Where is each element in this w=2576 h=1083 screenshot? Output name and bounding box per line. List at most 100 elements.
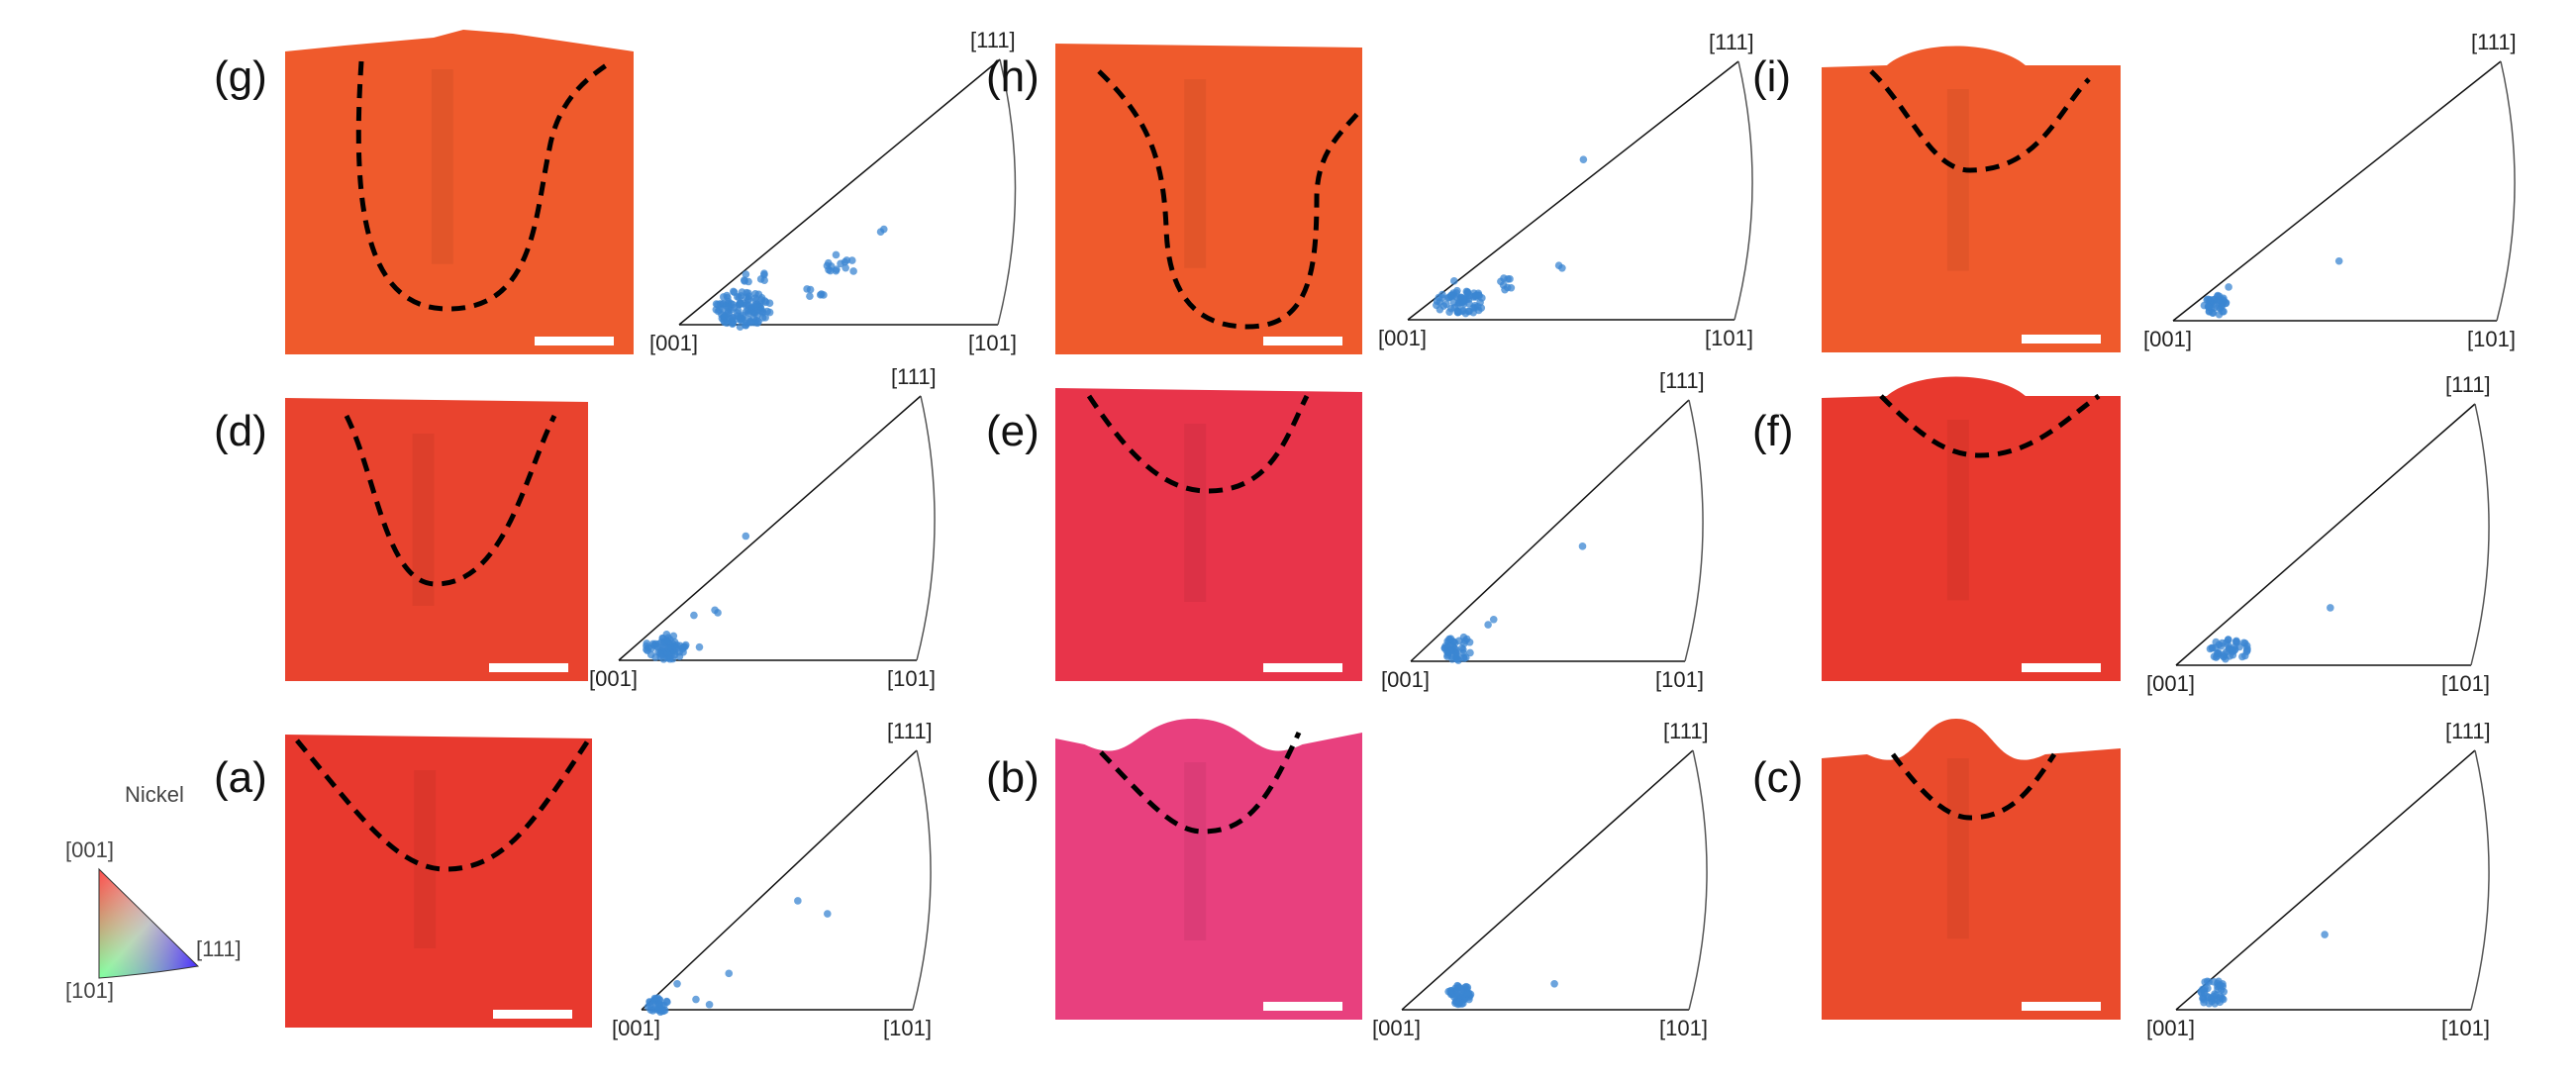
ipf-point: [1452, 289, 1461, 297]
ipf-label-101: [101]: [883, 1016, 932, 1040]
ipf-point: [1442, 300, 1450, 309]
scale-bar: [2022, 1002, 2101, 1011]
ipf-point: [1458, 307, 1467, 316]
ipf-point: [2226, 652, 2234, 660]
panel-label: (b): [986, 753, 1040, 802]
melt-pool-boundary: [1086, 394, 1310, 494]
ipf-point: [2214, 649, 2223, 657]
orientation-map: [1055, 719, 1362, 1020]
panel-label: (f): [1752, 407, 1794, 455]
ipf-point: [1450, 277, 1458, 285]
ipf-point: [1489, 615, 1498, 624]
panel-label: (h): [986, 52, 1040, 101]
orientation-map: [1822, 719, 2121, 1020]
ipf-point: [655, 1004, 664, 1013]
inverse-pole-figure: [001] [101] [111]: [649, 28, 1017, 355]
orientation-map: [1055, 44, 1362, 354]
ipf-point: [1459, 294, 1468, 303]
ipf-label-001: [001]: [612, 1016, 660, 1040]
orientation-map: [285, 735, 592, 1028]
ipf-point: [2214, 291, 2222, 300]
ipf-label-001: [001]: [1378, 326, 1427, 350]
ipf-point: [2218, 639, 2227, 647]
orientation-map-fill: [1055, 719, 1362, 1020]
inverse-pole-figure: [001] [101] [111]: [1378, 30, 1754, 350]
orientation-map: [285, 398, 588, 681]
ipf-point: [1438, 294, 1446, 302]
melt-pool-boundary: [1099, 731, 1302, 835]
ipf-arc-edge: [2496, 60, 2516, 322]
ipf-label-101: [101]: [1705, 326, 1753, 350]
ipf-point: [760, 276, 768, 285]
ipf-arc-edge: [912, 749, 932, 1011]
ipf-label-101: [101]: [968, 331, 1017, 355]
ipf-point: [760, 270, 768, 279]
melt-pool-boundary: [295, 733, 595, 872]
ipf-arc-edge: [1734, 60, 1753, 321]
inverse-pole-figure: [001] [101] [111]: [2146, 719, 2491, 1040]
ipf-point: [742, 270, 750, 278]
ipf-point: [1443, 652, 1451, 660]
ipf-point: [1504, 275, 1512, 283]
ipf-point: [743, 296, 752, 305]
ipf-point: [736, 300, 744, 309]
ipf-point: [695, 642, 704, 651]
orientation-map-fill: [1822, 46, 2121, 352]
ipf-arc-edge: [2470, 749, 2490, 1011]
ipf-point: [1497, 277, 1505, 286]
ipf-point: [824, 910, 832, 918]
ipf-point: [2243, 646, 2251, 654]
ipf-arc-edge: [1684, 399, 1704, 662]
color-key-legend: Nickel [001] [101] [111]: [65, 782, 242, 1003]
ipf-point: [2239, 639, 2248, 647]
legend-corner-101: [101]: [65, 978, 114, 1003]
melt-pool-boundary: [1869, 69, 2091, 173]
ipf-point: [692, 995, 700, 1004]
panel-g: (g) [001] [101] [111]: [214, 28, 1017, 355]
ipf-point: [728, 314, 737, 323]
ipf-point: [761, 314, 769, 322]
ipf-point: [2208, 643, 2217, 652]
ipf-point: [2220, 297, 2229, 305]
scale-bar: [1263, 337, 1342, 345]
map-streak: [431, 69, 453, 264]
scale-bar: [1263, 663, 1342, 672]
ipf-arc-edge: [1688, 749, 1708, 1011]
ipf-diagonal-edge: [2172, 60, 2502, 322]
ipf-point: [673, 980, 681, 988]
panel-b: (b) [001] [101] [111]: [986, 719, 1709, 1040]
ipf-point: [744, 289, 752, 297]
ipf-diagonal-edge: [2175, 403, 2476, 666]
panel-label: (a): [214, 753, 267, 802]
panels-container: (g)[001] [101][111](h)[001] [101][111](i)[…: [214, 28, 2517, 1040]
ipf-label-101: [101]: [1659, 1016, 1708, 1040]
ipf-point: [2220, 995, 2228, 1004]
ipf-point: [1449, 298, 1458, 307]
panel-d: (d) [001] [101] [111]: [214, 364, 937, 691]
ipf-point: [1558, 264, 1566, 272]
panel-label: (c): [1752, 753, 1803, 802]
ipf-diagonal-edge: [2175, 749, 2476, 1011]
scale-bar: [2022, 335, 2101, 344]
ipf-point: [2238, 652, 2246, 661]
ipf-label-101: [101]: [1655, 667, 1704, 692]
ipf-arc-edge: [2470, 403, 2490, 666]
ipf-point: [653, 994, 662, 1002]
ipf-point: [880, 225, 888, 234]
ipf-point: [2201, 984, 2209, 993]
ipf-label-001: [001]: [649, 331, 698, 355]
ipf-diagonal-edge: [1401, 749, 1694, 1011]
ipf-label-001: [001]: [2146, 1016, 2195, 1040]
ipf-label-111: [111]: [1659, 368, 1705, 393]
ipf-point: [1445, 635, 1453, 643]
panel-i: (i) [001] [101] [111]: [1752, 30, 2517, 352]
ipf-point: [668, 640, 677, 647]
ipf-point: [763, 307, 771, 316]
ipf-point: [690, 611, 698, 620]
ipf-label-111: [111]: [891, 364, 937, 389]
ipf-label-111: [111]: [2445, 719, 2491, 743]
ipf-point: [2203, 296, 2212, 304]
ipf-point: [2327, 604, 2334, 612]
inverse-pole-figure: [001] [101] [111]: [612, 719, 933, 1040]
ipf-point: [2321, 931, 2328, 938]
